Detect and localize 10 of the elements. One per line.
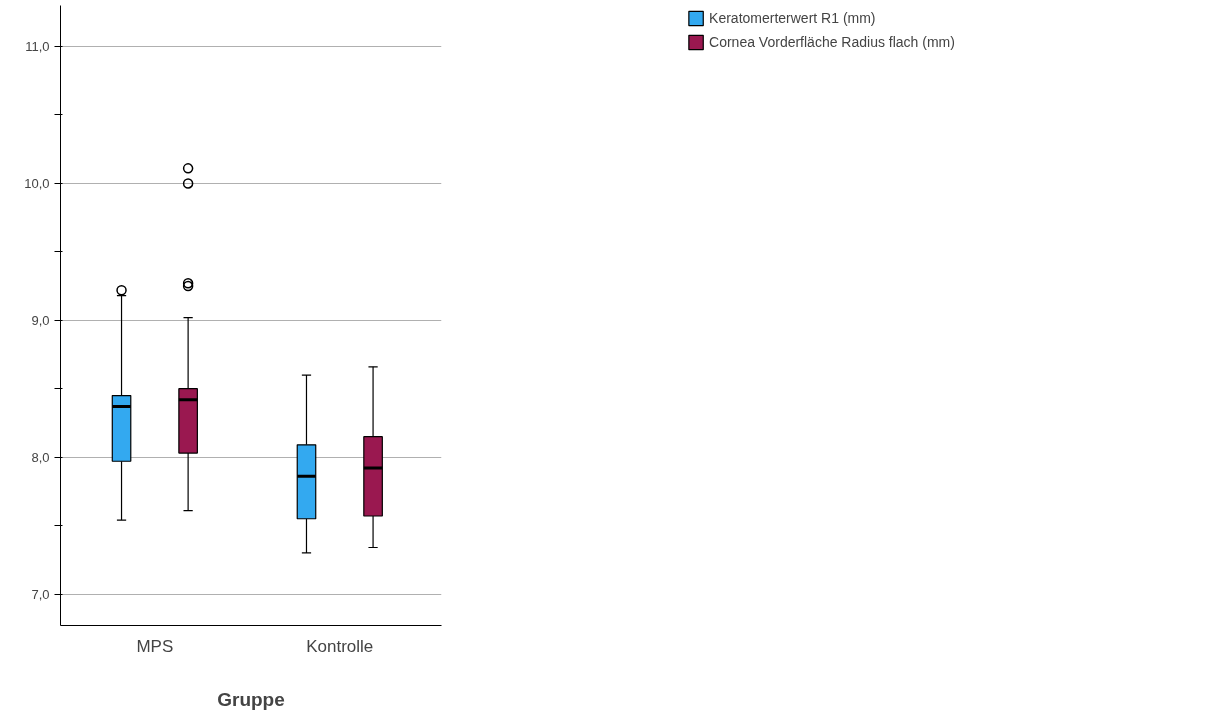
y-tick-label: 8,0	[31, 449, 50, 465]
y-tick-label: 9,0	[31, 312, 50, 328]
x-tick-label: Kontrolle	[306, 636, 374, 656]
y-tick-label: 7,0	[31, 586, 50, 602]
x-tick-label: MPS	[136, 636, 174, 656]
legend-label: Keratomerterwert R1 (mm)	[709, 10, 876, 26]
y-tick-label: 11,0	[25, 39, 50, 55]
y-tick-label: 10,0	[24, 175, 50, 191]
legend-label: Cornea Vorderfläche Radius flach (mm)	[709, 34, 955, 50]
x-axis-title: Gruppe	[217, 688, 285, 710]
